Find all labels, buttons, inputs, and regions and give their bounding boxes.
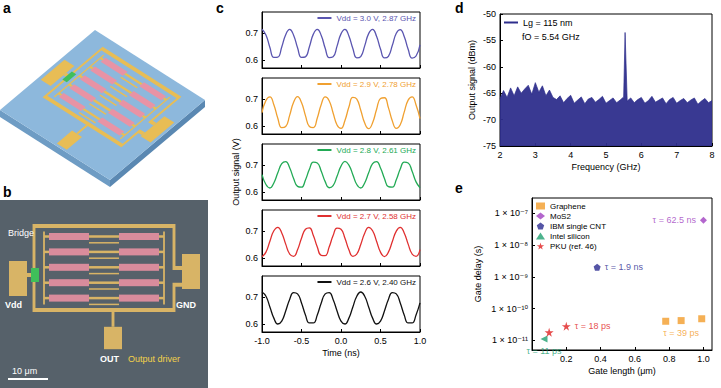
svg-text:fO = 5.54 GHz: fO = 5.54 GHz (522, 32, 580, 42)
svg-text:-1.0: -1.0 (254, 336, 270, 346)
svg-text:Lg = 115 nm: Lg = 115 nm (523, 18, 573, 28)
svg-text:0.7: 0.7 (245, 226, 258, 236)
svg-text:τ = 18 ps: τ = 18 ps (575, 321, 611, 331)
svg-text:1 × 10⁻⁹: 1 × 10⁻⁹ (494, 272, 528, 282)
svg-text:-65: -65 (483, 88, 496, 98)
svg-text:Vdd = 3.0 V, 2.87 GHz: Vdd = 3.0 V, 2.87 GHz (336, 14, 416, 23)
svg-text:Bridge: Bridge (8, 228, 34, 238)
svg-text:0.4: 0.4 (594, 354, 607, 364)
svg-text:0.6: 0.6 (629, 354, 642, 364)
html-text:b: b (3, 184, 12, 200)
svg-text:PKU (ref. 46): PKU (ref. 46) (550, 242, 597, 251)
svg-text:-55: -55 (483, 35, 496, 45)
svg-text:Vdd = 2.6 V, 2.40 GHz: Vdd = 2.6 V, 2.40 GHz (336, 278, 416, 287)
svg-text:1 × 10⁻⁸: 1 × 10⁻⁸ (494, 240, 528, 250)
html-text:d: d (455, 0, 464, 16)
svg-text:GND: GND (176, 300, 197, 310)
svg-text:4: 4 (568, 150, 573, 160)
svg-text:1 × 10⁻¹⁰: 1 × 10⁻¹⁰ (491, 304, 528, 314)
svg-text:Output signal (V): Output signal (V) (231, 138, 241, 206)
svg-text:-70: -70 (483, 115, 496, 125)
svg-text:-50: -50 (483, 9, 496, 19)
svg-text:IBM single CNT: IBM single CNT (550, 222, 606, 231)
svg-text:0.5: 0.5 (374, 336, 387, 346)
svg-text:Graphene: Graphene (550, 202, 586, 211)
svg-text:8: 8 (709, 150, 714, 160)
svg-text:0.6: 0.6 (245, 253, 258, 263)
svg-text:0.0: 0.0 (335, 336, 348, 346)
svg-text:0.8: 0.8 (663, 354, 676, 364)
svg-text:-60: -60 (483, 62, 496, 72)
svg-text:7: 7 (674, 150, 679, 160)
svg-text:τ = 1.9 ns: τ = 1.9 ns (605, 262, 644, 272)
svg-text:-0.5: -0.5 (294, 336, 310, 346)
svg-text:1 × 10⁻⁷: 1 × 10⁻⁷ (495, 208, 528, 218)
svg-text:Output driver: Output driver (128, 354, 180, 364)
svg-text:Intel silicon: Intel silicon (550, 232, 590, 241)
svg-text:Frequency (GHz): Frequency (GHz) (571, 162, 640, 172)
svg-text:Gate delay (s): Gate delay (s) (473, 246, 483, 303)
svg-text:Time (ns): Time (ns) (322, 348, 360, 358)
svg-text:0.6: 0.6 (245, 187, 258, 197)
svg-text:0.7: 0.7 (245, 94, 258, 104)
svg-text:-75: -75 (483, 141, 496, 151)
svg-text:Vdd = 2.9 V, 2.78 GHz: Vdd = 2.9 V, 2.78 GHz (336, 80, 416, 89)
svg-text:0.7: 0.7 (245, 292, 258, 302)
html-text:a: a (3, 0, 11, 16)
svg-text:τ = 39 ps: τ = 39 ps (663, 328, 699, 338)
svg-text:τ = 62.5 ns: τ = 62.5 ns (653, 215, 697, 225)
svg-text:Vdd: Vdd (5, 300, 22, 310)
svg-text:2: 2 (497, 150, 502, 160)
svg-text:Vdd = 2.8 V, 2.61 GHz: Vdd = 2.8 V, 2.61 GHz (336, 146, 416, 155)
svg-text:OUT: OUT (100, 354, 120, 364)
svg-text:Gate length (μm): Gate length (μm) (588, 366, 656, 376)
html-text:c: c (216, 0, 224, 16)
svg-text:0.2: 0.2 (560, 354, 573, 364)
svg-text:3: 3 (533, 150, 538, 160)
svg-text:τ = 11 ps: τ = 11 ps (526, 346, 562, 356)
svg-text:MoS2: MoS2 (550, 212, 571, 221)
svg-text:1.0: 1.0 (697, 354, 710, 364)
svg-text:0.6: 0.6 (245, 55, 258, 65)
html-text:e: e (455, 180, 463, 196)
svg-text:Output signal (dBm): Output signal (dBm) (467, 40, 477, 120)
svg-text:0.7: 0.7 (245, 28, 258, 38)
svg-text:1.0: 1.0 (414, 336, 427, 346)
svg-text:0.7: 0.7 (245, 160, 258, 170)
svg-text:10 μm: 10 μm (12, 366, 37, 376)
svg-text:0.6: 0.6 (245, 121, 258, 131)
svg-text:5: 5 (603, 150, 608, 160)
svg-text:Vdd = 2.7 V, 2.58 GHz: Vdd = 2.7 V, 2.58 GHz (336, 212, 416, 221)
svg-text:1 × 10⁻¹¹: 1 × 10⁻¹¹ (492, 335, 528, 345)
svg-text:6: 6 (639, 150, 644, 160)
svg-text:0.6: 0.6 (245, 319, 258, 329)
